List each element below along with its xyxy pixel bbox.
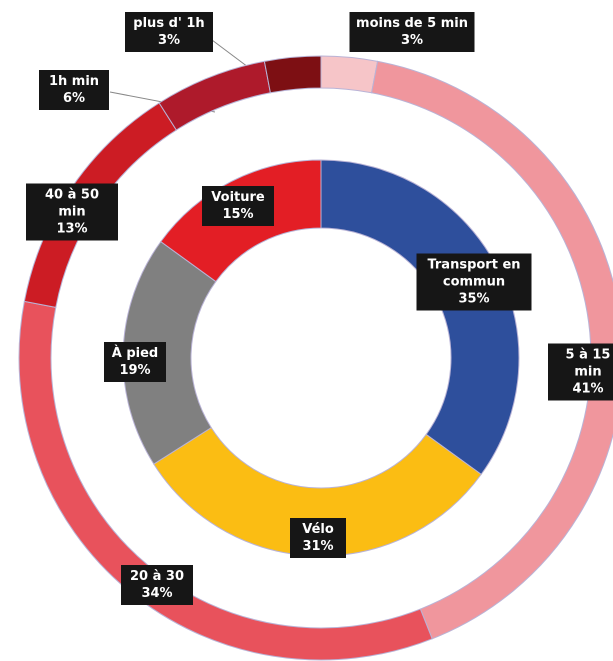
data-label: 1h min 6% (39, 70, 109, 110)
label-value: 34% (141, 586, 173, 601)
label-value: 15% (222, 207, 254, 222)
data-label: moins de 5 min 3% (349, 12, 475, 52)
label-name: Transport en commun (427, 257, 521, 290)
label-value: 6% (62, 91, 86, 106)
label-name: 20 à 30 (129, 569, 184, 584)
data-label: Transport en commun 35% (416, 253, 532, 311)
label-value: 35% (458, 291, 490, 307)
data-label: Voiture 15% (202, 186, 274, 226)
donut-segment (153, 426, 482, 557)
label-name: 40 à 50 min (44, 187, 99, 220)
donut-segment (158, 60, 271, 131)
label-name: 1h min (48, 74, 100, 89)
data-label: plus d' 1h 3% (125, 12, 213, 52)
data-label: À pied 19% (104, 342, 166, 382)
donut-segment (320, 55, 379, 94)
donut-segment (320, 159, 520, 476)
data-label: 20 à 30 34% (121, 565, 193, 605)
data-label: 40 à 50 min 13% (26, 183, 118, 241)
label-name: À pied (111, 346, 159, 361)
label-name: plus d' 1h (133, 16, 205, 31)
label-name: moins de 5 min (356, 16, 468, 31)
label-value: 41% (572, 381, 604, 397)
label-value: 13% (56, 221, 88, 237)
label-name: 5 à 15 min (565, 347, 611, 380)
data-label: Vélo 31% (290, 518, 346, 558)
label-name: Vélo (302, 522, 334, 537)
label-value: 31% (302, 539, 334, 554)
label-value: 3% (400, 33, 424, 48)
data-label: 5 à 15 min 41% (548, 343, 613, 401)
donut-segment (263, 55, 322, 94)
label-value: 19% (119, 363, 151, 378)
label-name: Voiture (211, 190, 265, 205)
label-value: 3% (157, 33, 181, 48)
